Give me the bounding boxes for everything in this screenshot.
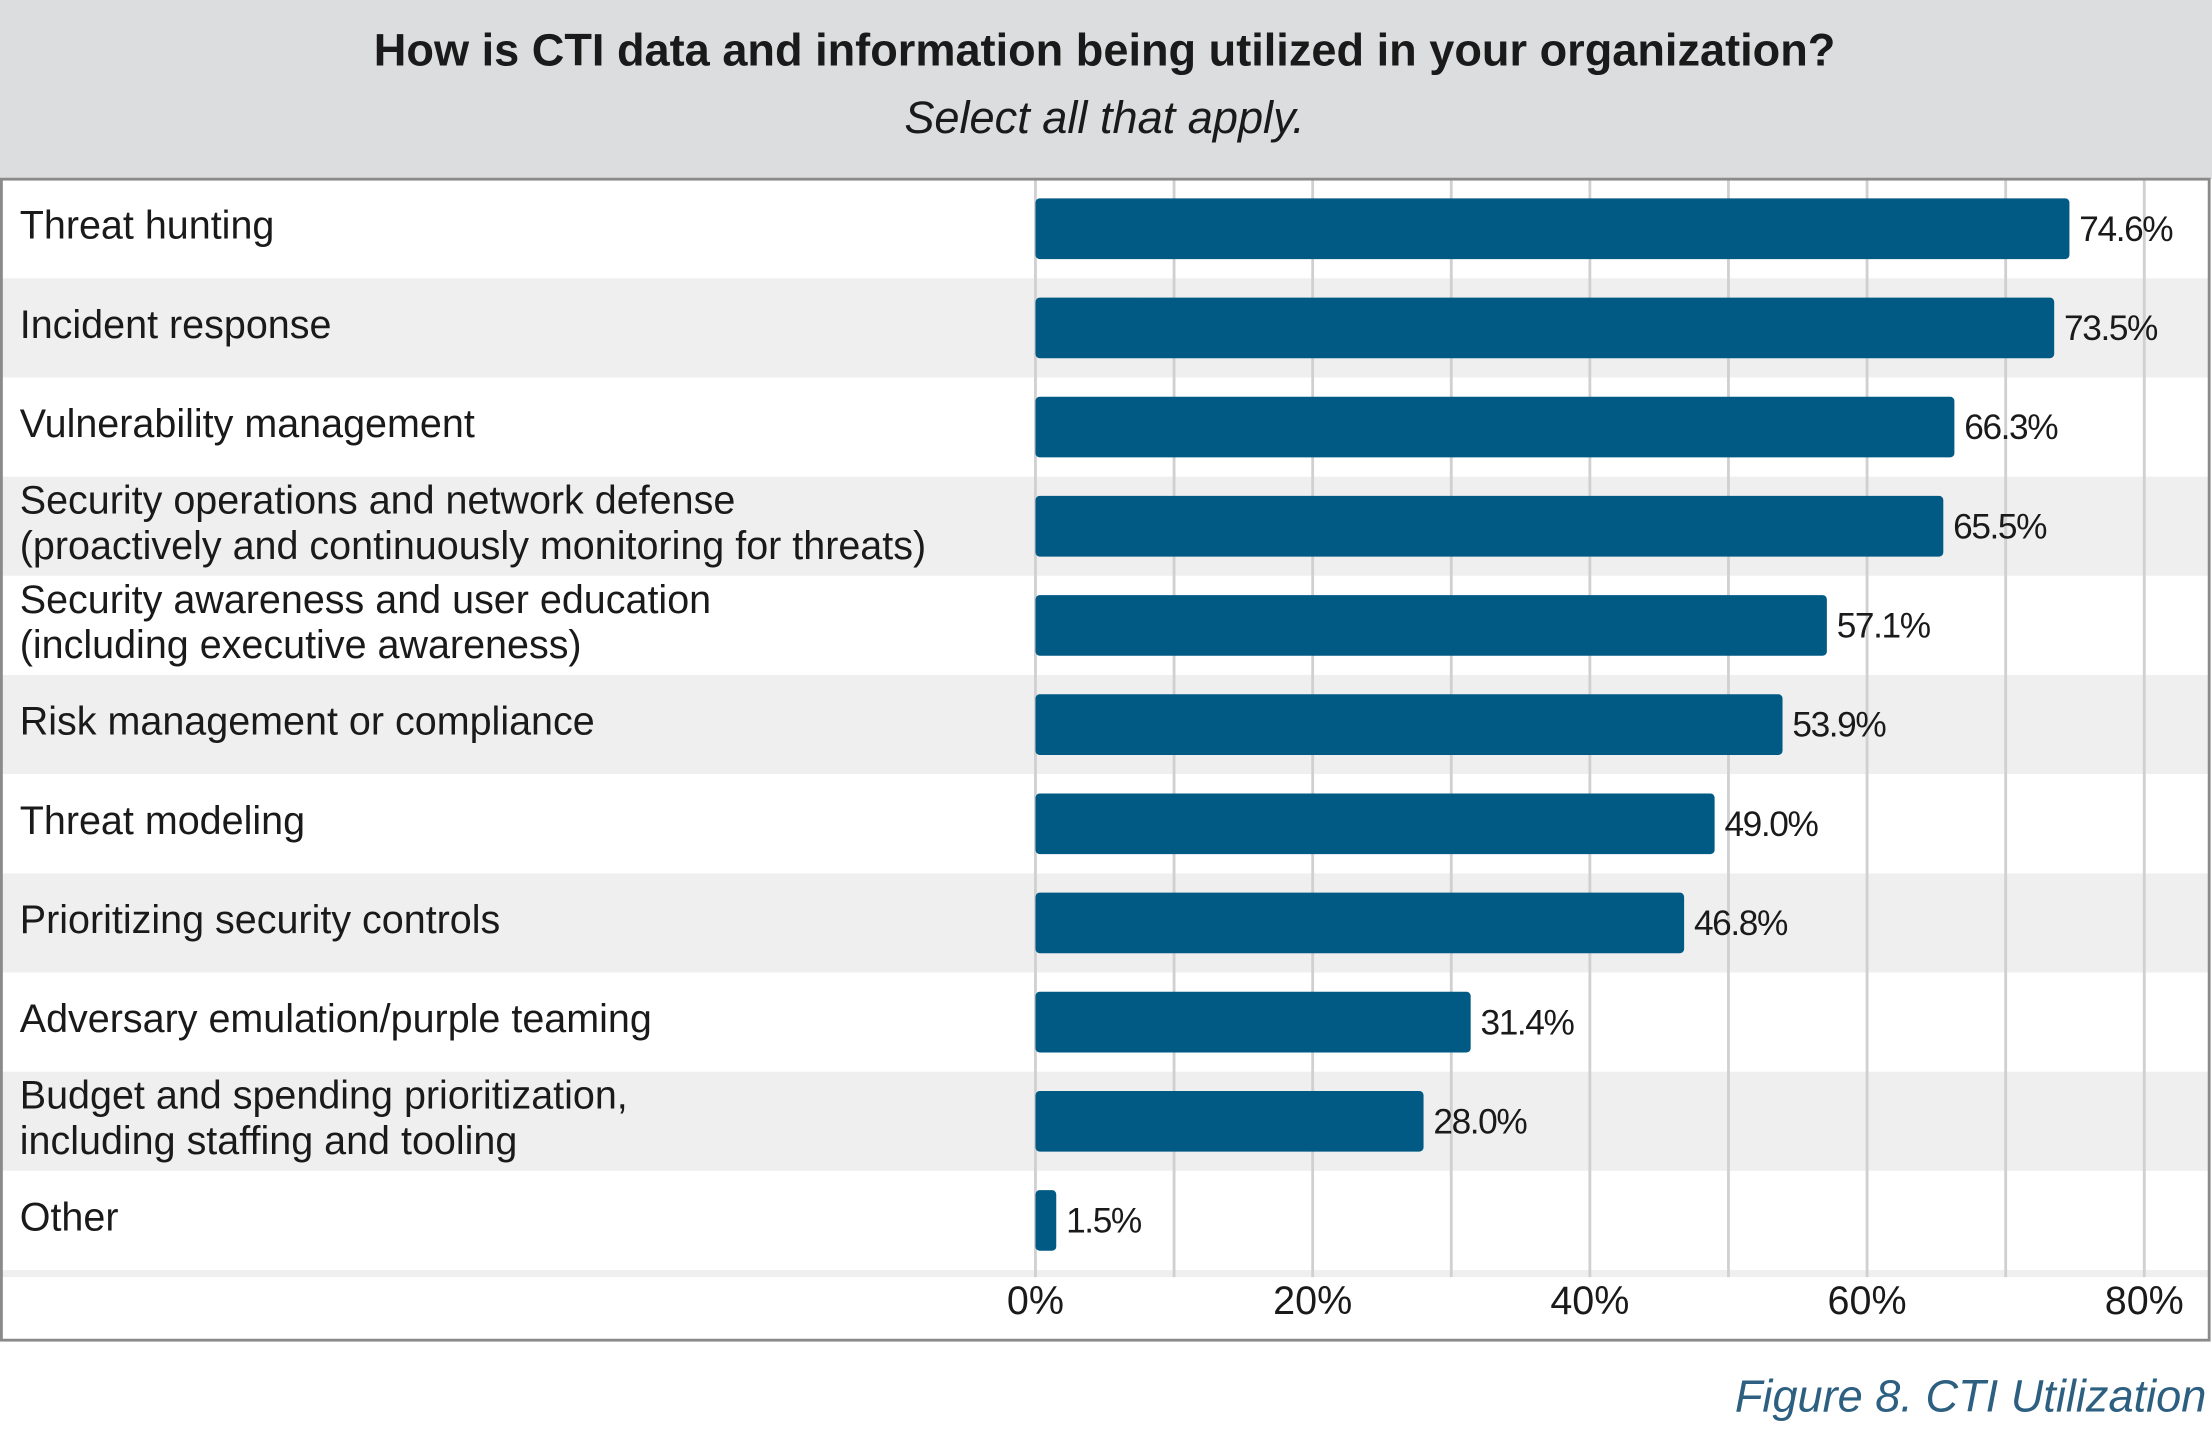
row-band [1,1270,2210,1278]
value-label: 28.0% [1433,1102,1527,1141]
x-tick-label: 60% [1828,1279,1907,1323]
bar [1035,1090,1424,1152]
y-tick-label: Threat hunting [20,204,275,248]
value-label: 46.8% [1694,904,1788,943]
row-band [1,1170,2210,1271]
bar [1035,793,1715,855]
y-tick-label-line: Prioritizing security controls [20,898,501,942]
value-label: 74.6% [2079,210,2173,249]
y-tick-label-line: Vulnerability management [20,403,475,447]
bar [1035,297,2055,359]
bar [1035,396,1955,458]
figure-caption: Figure 8. CTI Utilization [1735,1370,2206,1421]
y-tick-label-line: Risk management or compliance [20,700,595,744]
chart-border [0,177,2211,1342]
y-tick-label-line: (proactively and continuously monitoring… [20,524,926,568]
y-tick-label: Prioritizing security controls [20,898,501,942]
x-tick-label: 40% [1550,1279,1629,1323]
y-tick-label: Risk management or compliance [20,700,595,744]
y-tick-label-line: (including executive awareness) [20,623,582,667]
x-tick-label: 80% [2105,1279,2184,1323]
y-tick-label: Other [20,1196,119,1240]
bar [1035,991,1471,1053]
x-tick-label: 0% [1007,1279,1064,1323]
y-tick-label-line: Security awareness and user education [20,578,711,622]
y-tick-label: Security awareness and user education (in… [20,578,711,667]
y-tick-label-line: Threat modeling [20,799,305,843]
y-tick-label: Adversary emulation/purple teaming [20,998,652,1042]
y-tick-label-line: Incident response [20,303,332,347]
y-tick-label-line: Budget and spending prioritization, [20,1074,628,1118]
value-label: 1.5% [1066,1202,1142,1241]
bar [1035,198,2070,260]
bar [1035,595,1827,656]
y-tick-label-line: Threat hunting [20,204,275,248]
value-label: 49.0% [1724,805,1818,844]
value-label: 57.1% [1837,607,1931,646]
header-band [0,0,2212,180]
y-tick-label-line: Other [20,1196,119,1240]
y-tick-label: Budget and spending prioritization, inclu… [20,1074,628,1163]
chart-subtitle: Select all that apply. [904,92,1305,143]
value-label: 66.3% [1964,408,2058,447]
bar [1035,1190,1057,1251]
value-label: 53.9% [1792,706,1886,745]
value-label: 73.5% [2064,309,2158,348]
value-label: 31.4% [1481,1003,1575,1042]
y-tick-label-line: Security operations and network defense [20,479,736,523]
bar [1035,495,1944,557]
y-tick-label: Vulnerability management [20,403,475,447]
x-tick-label: 20% [1273,1279,1352,1323]
y-tick-label: Incident response [20,303,332,347]
y-tick-label-line: Adversary emulation/purple teaming [20,998,652,1042]
bar [1035,694,1783,755]
chart-title: How is CTI data and information being ut… [374,25,1836,76]
y-tick-label-line: including staffing and tooling [20,1119,518,1163]
bar [1035,892,1685,954]
y-tick-label: Threat modeling [20,799,305,843]
value-label: 65.5% [1953,507,2047,546]
y-tick-label: Security operations and network defense(… [20,479,926,568]
